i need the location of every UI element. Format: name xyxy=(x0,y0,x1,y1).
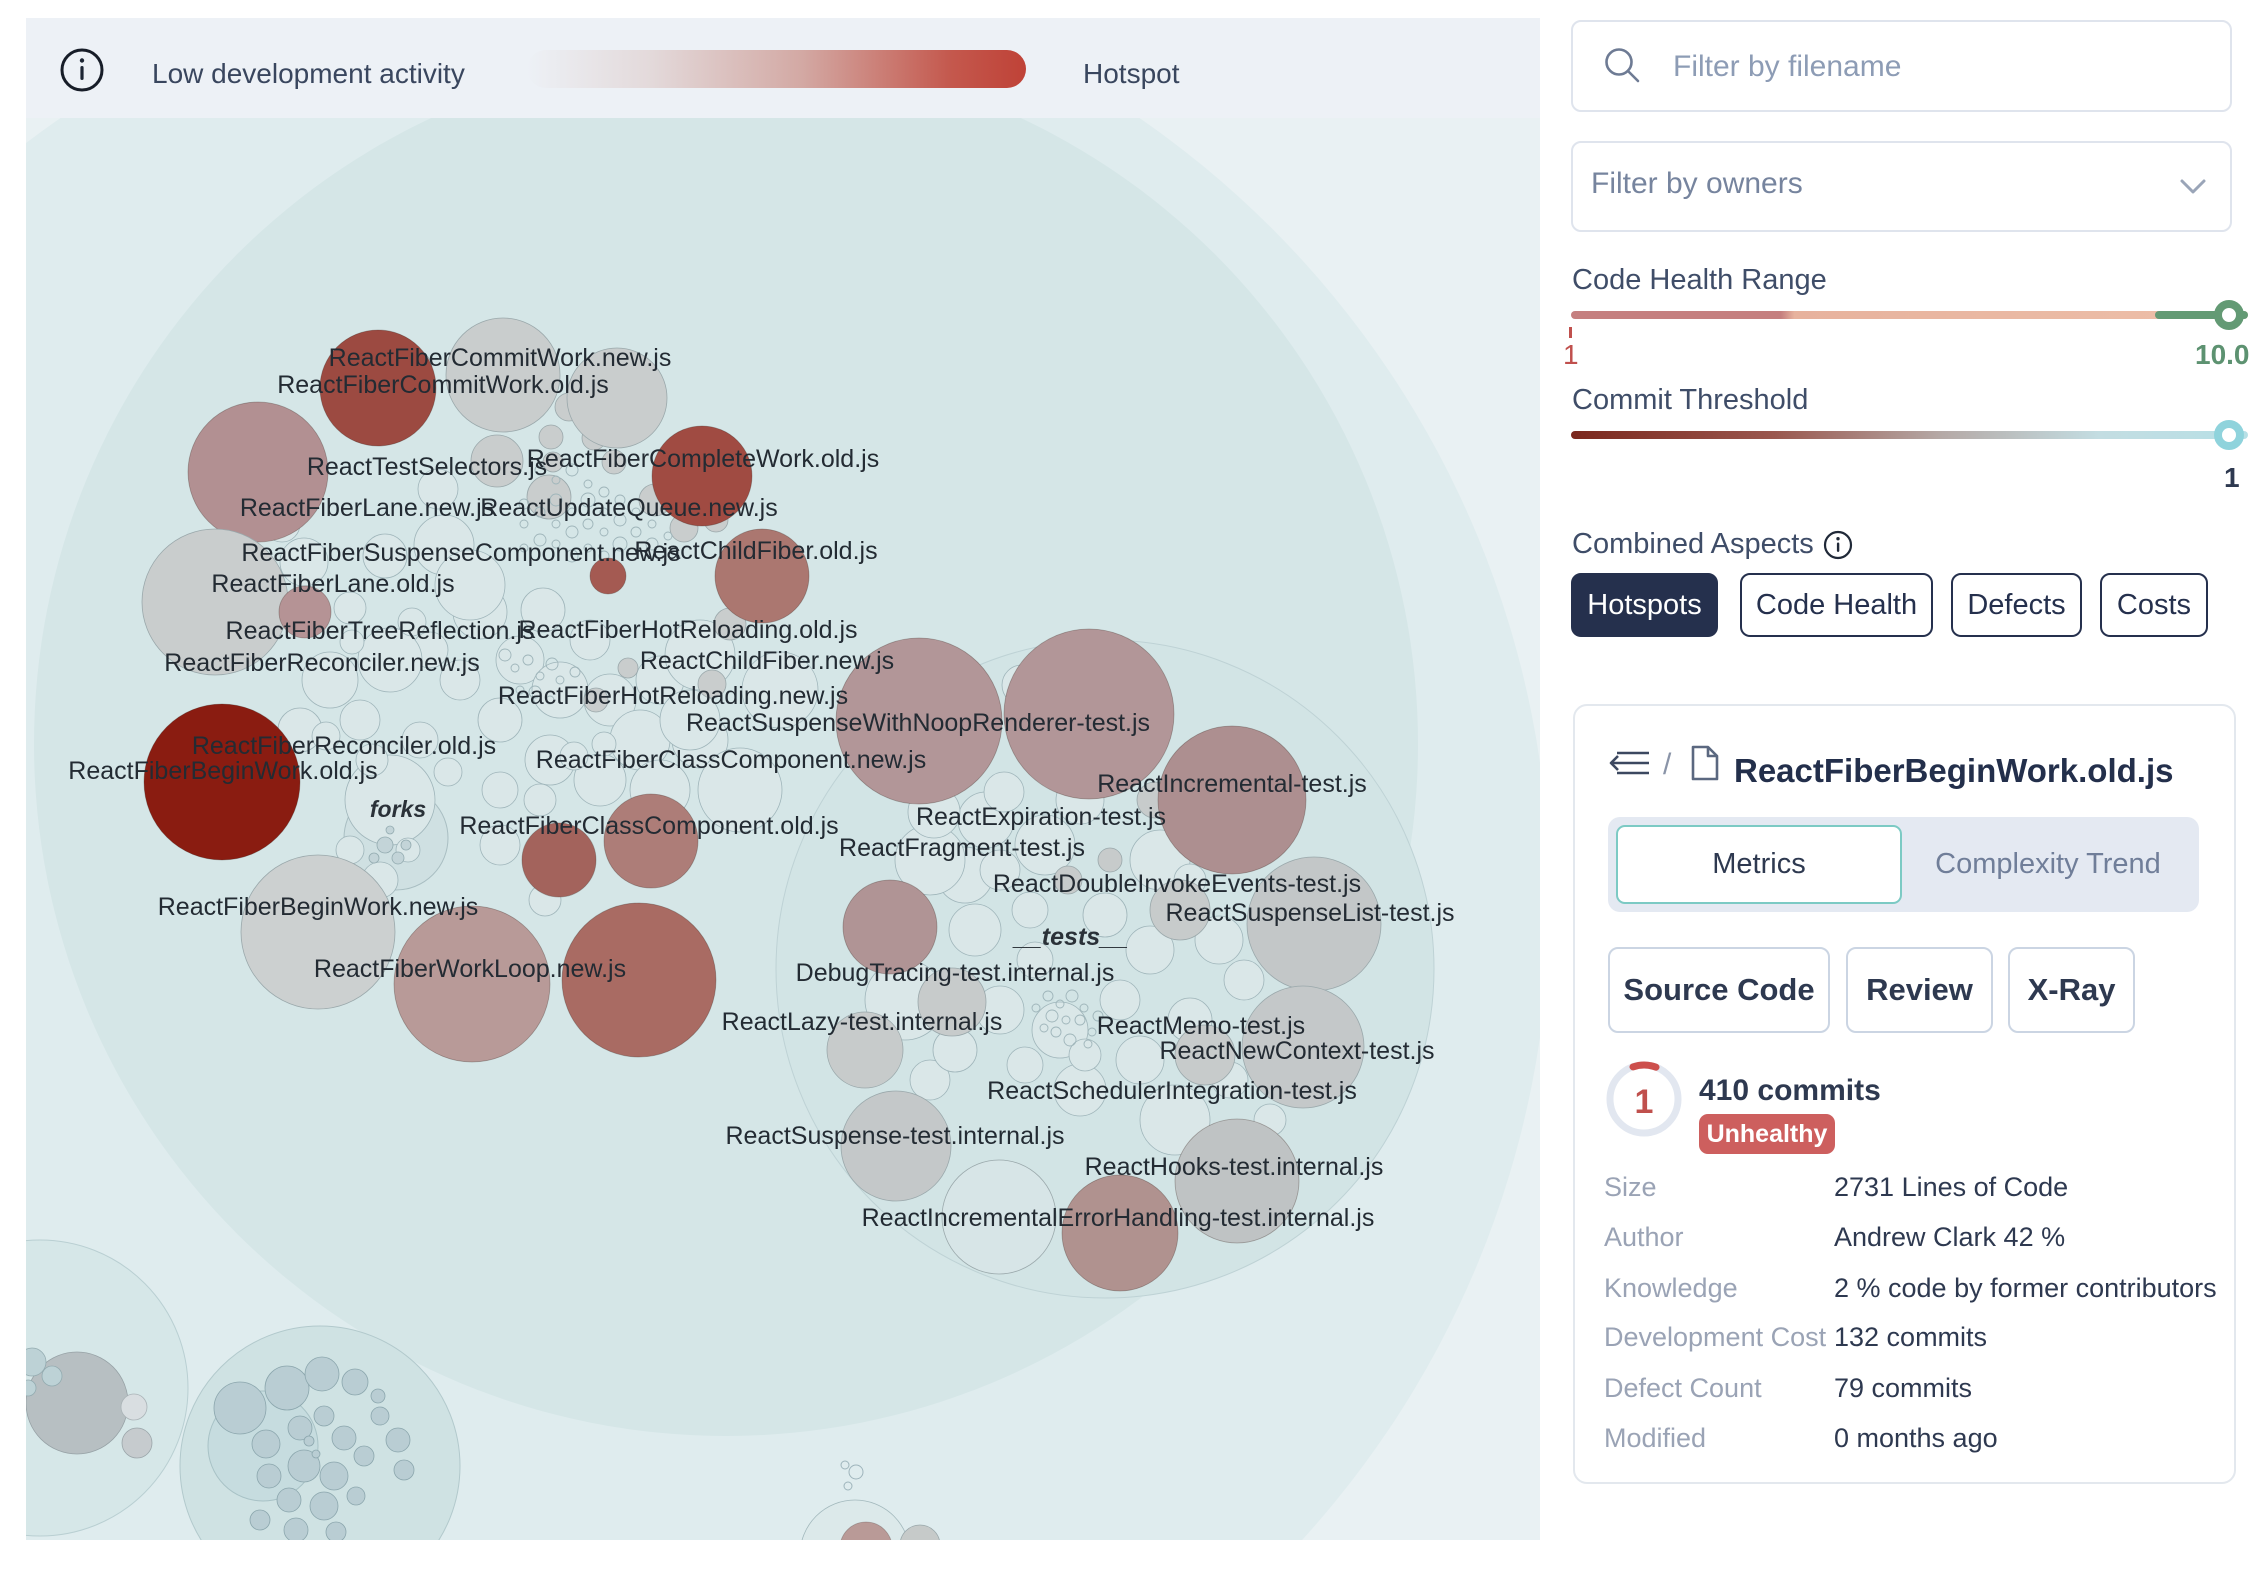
svg-text:ReactSchedulerIntegration-test: ReactSchedulerIntegration-test.js xyxy=(987,1077,1357,1105)
svg-text:ReactUpdateQueue.new.js: ReactUpdateQueue.new.js xyxy=(480,494,777,522)
svg-text:ReactIncrementalErrorHandling-: ReactIncrementalErrorHandling-test.inter… xyxy=(862,1204,1375,1232)
svg-text:ReactChildFiber.old.js: ReactChildFiber.old.js xyxy=(634,537,877,565)
svg-text:DebugTracing-test.internal.js: DebugTracing-test.internal.js xyxy=(796,959,1115,987)
svg-text:ReactTestSelectors.js: ReactTestSelectors.js xyxy=(307,453,547,481)
svg-text:__tests__: __tests__ xyxy=(1012,923,1128,951)
svg-text:ReactChildFiber.new.js: ReactChildFiber.new.js xyxy=(640,647,894,675)
svg-text:ReactFiberBeginWork.new.js: ReactFiberBeginWork.new.js xyxy=(158,893,479,921)
svg-text:ReactFiberCompleteWork.old.js: ReactFiberCompleteWork.old.js xyxy=(527,445,879,473)
svg-text:forks: forks xyxy=(370,796,426,822)
svg-text:ReactFiberLane.new.js: ReactFiberLane.new.js xyxy=(240,494,494,522)
svg-text:ReactNewContext-test.js: ReactNewContext-test.js xyxy=(1159,1037,1434,1065)
svg-text:ReactExpiration-test.js: ReactExpiration-test.js xyxy=(916,803,1166,831)
svg-text:ReactFiberHotReloading.old.js: ReactFiberHotReloading.old.js xyxy=(518,616,857,644)
svg-text:ReactSuspenseList-test.js: ReactSuspenseList-test.js xyxy=(1165,899,1454,927)
svg-text:ReactDoubleInvokeEvents-test.j: ReactDoubleInvokeEvents-test.js xyxy=(993,870,1361,898)
svg-text:ReactFiberReconciler.old.js: ReactFiberReconciler.old.js xyxy=(192,732,496,760)
svg-text:1: 1 xyxy=(1635,1083,1654,1121)
svg-text:ReactFiberCommitWork.new.js: ReactFiberCommitWork.new.js xyxy=(329,344,672,372)
svg-text:ReactFragment-test.js: ReactFragment-test.js xyxy=(839,834,1085,862)
svg-text:ReactFiberWorkLoop.new.js: ReactFiberWorkLoop.new.js xyxy=(314,955,626,983)
svg-text:ReactSuspenseWithNoopRenderer-: ReactSuspenseWithNoopRenderer-test.js xyxy=(686,709,1150,737)
svg-text:ReactFiberCommitWork.old.js: ReactFiberCommitWork.old.js xyxy=(277,371,609,399)
svg-text:ReactSuspense-test.internal.js: ReactSuspense-test.internal.js xyxy=(725,1122,1064,1150)
svg-text:ReactFiberReconciler.new.js: ReactFiberReconciler.new.js xyxy=(164,649,479,677)
svg-text:ReactFiberLane.old.js: ReactFiberLane.old.js xyxy=(211,570,454,598)
svg-text:ReactFiberSuspenseComponent.ne: ReactFiberSuspenseComponent.new.js xyxy=(241,539,680,567)
svg-text:ReactHooks-test.internal.js: ReactHooks-test.internal.js xyxy=(1085,1153,1384,1181)
svg-text:ReactFiberClassComponent.old.j: ReactFiberClassComponent.old.js xyxy=(459,812,838,840)
svg-text:ReactFiberHotReloading.new.js: ReactFiberHotReloading.new.js xyxy=(498,682,848,710)
svg-text:ReactFiberClassComponent.new.j: ReactFiberClassComponent.new.js xyxy=(536,746,926,774)
svg-text:ReactFiberBeginWork.old.js: ReactFiberBeginWork.old.js xyxy=(68,757,377,785)
svg-text:ReactIncremental-test.js: ReactIncremental-test.js xyxy=(1097,770,1367,798)
svg-text:ReactMemo-test.js: ReactMemo-test.js xyxy=(1097,1012,1305,1040)
svg-text:ReactFiberTreeReflection.js: ReactFiberTreeReflection.js xyxy=(226,617,535,645)
svg-text:ReactLazy-test.internal.js: ReactLazy-test.internal.js xyxy=(722,1008,1003,1036)
